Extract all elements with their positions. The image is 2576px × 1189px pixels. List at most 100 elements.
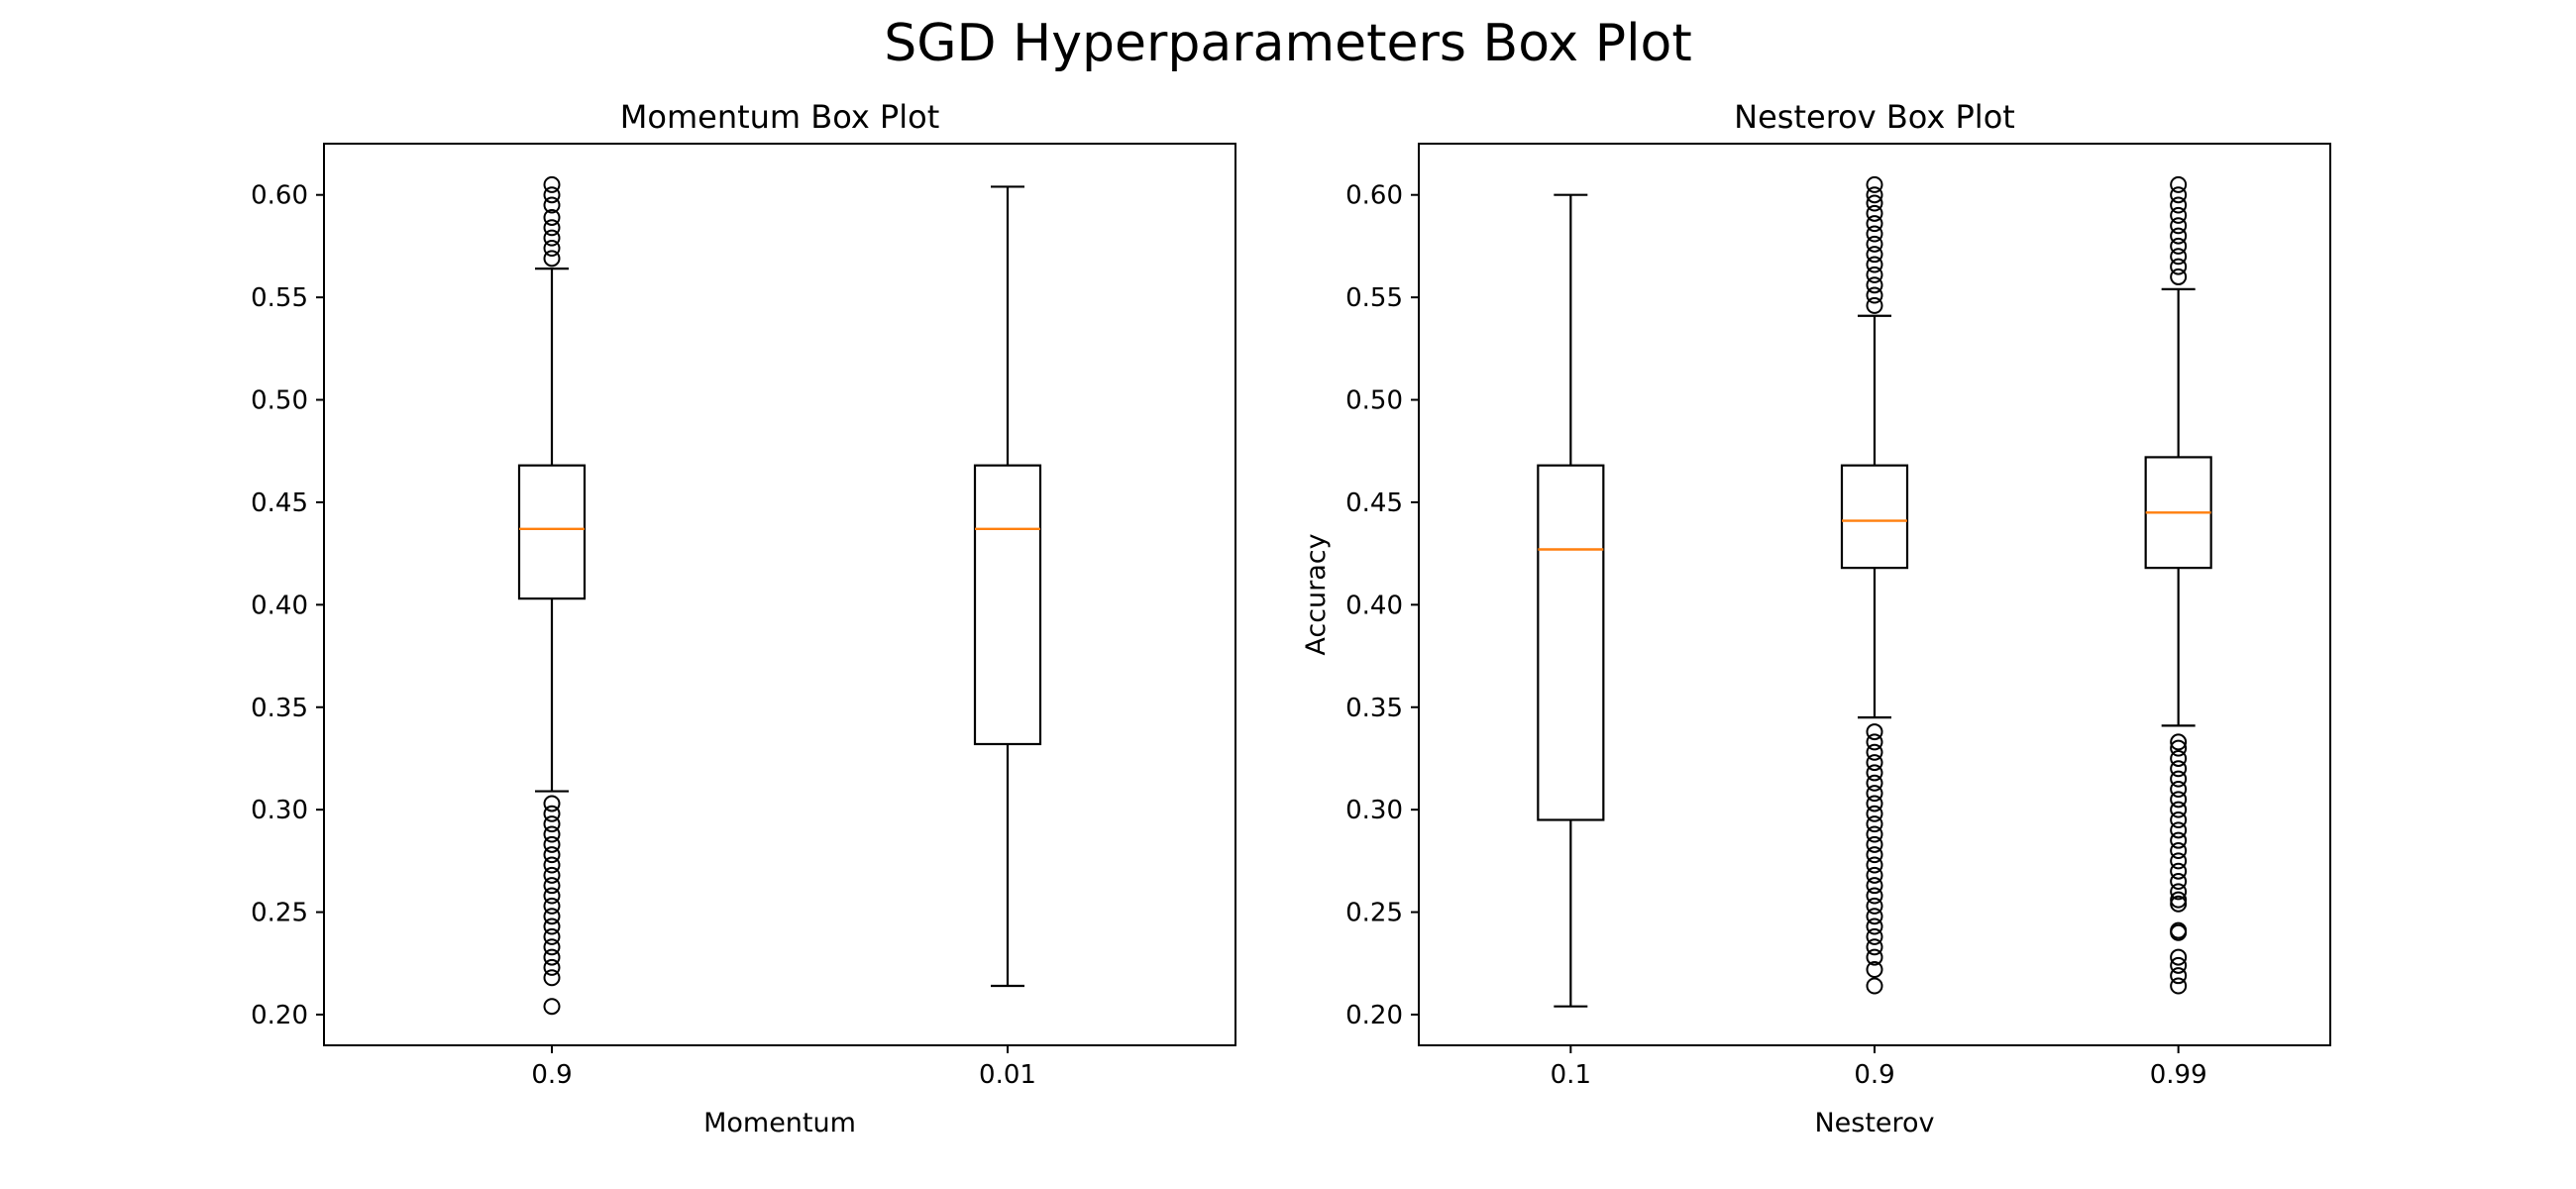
outlier-point bbox=[543, 908, 561, 925]
outlier-point bbox=[1866, 296, 1883, 314]
outlier-point bbox=[2170, 175, 2188, 193]
outlier-point bbox=[1866, 887, 1883, 905]
axes-frame bbox=[323, 143, 1236, 1046]
outlier-point bbox=[1866, 805, 1883, 822]
y-tick-label: 0.20 bbox=[251, 1001, 308, 1030]
outlier-point bbox=[2170, 227, 2188, 245]
outlier-point bbox=[2170, 948, 2188, 966]
y-tick-label: 0.20 bbox=[1345, 1001, 1403, 1030]
outlier-point bbox=[2170, 811, 2188, 828]
outlier-point bbox=[2170, 842, 2188, 860]
outlier-point bbox=[543, 948, 561, 966]
y-tick-label: 0.60 bbox=[1345, 181, 1403, 211]
outlier-point bbox=[2170, 921, 2188, 939]
outlier-point bbox=[2170, 821, 2188, 839]
box-0_01 bbox=[973, 185, 1042, 988]
y-tick-label: 0.35 bbox=[1345, 694, 1403, 723]
outlier-point bbox=[543, 938, 561, 956]
box-iqr bbox=[973, 464, 1042, 746]
outlier-point bbox=[2170, 956, 2188, 974]
outlier-point bbox=[1866, 276, 1883, 294]
outlier-point bbox=[1866, 856, 1883, 874]
subplot-2: Nesterov Box Plot 0.20 0.25 0.30 0.35 0.40 0.4… bbox=[1301, 98, 2331, 1138]
outlier-point bbox=[1866, 256, 1883, 273]
outlier-point bbox=[543, 887, 561, 905]
subplot-title: Momentum Box Plot bbox=[620, 98, 939, 136]
outlier-point bbox=[1866, 194, 1883, 212]
outlier-point bbox=[543, 208, 561, 226]
outlier-point bbox=[543, 856, 561, 874]
outlier-point bbox=[543, 825, 561, 843]
outlier-point bbox=[1866, 825, 1883, 843]
outlier-point bbox=[2170, 780, 2188, 798]
outlier-point bbox=[1866, 977, 1883, 995]
y-tick-label: 0.30 bbox=[1345, 796, 1403, 825]
outlier-point bbox=[543, 196, 561, 214]
outlier-point bbox=[2170, 977, 2188, 995]
outlier-point bbox=[543, 969, 561, 987]
x-tick-label: 0.9 bbox=[531, 1060, 572, 1090]
outlier-point bbox=[2170, 801, 2188, 818]
box-iqr bbox=[1537, 464, 1605, 821]
outlier-point bbox=[1866, 960, 1883, 978]
outlier-point bbox=[1866, 186, 1883, 204]
outlier-point bbox=[543, 250, 561, 268]
outlier-point bbox=[1866, 215, 1883, 233]
outlier-point bbox=[1866, 225, 1883, 243]
outlier-point bbox=[1866, 235, 1883, 253]
y-tick-label: 0.50 bbox=[251, 386, 308, 416]
outlier-point bbox=[1866, 908, 1883, 925]
outlier-point bbox=[1866, 835, 1883, 853]
outlier-point bbox=[2170, 196, 2188, 214]
outlier-point bbox=[2170, 206, 2188, 224]
outlier-point bbox=[2170, 749, 2188, 767]
outlier-point bbox=[543, 846, 561, 864]
outlier-point bbox=[1866, 927, 1883, 945]
y-tick-label: 0.50 bbox=[1345, 386, 1403, 416]
outlier-point bbox=[1866, 723, 1883, 741]
y-tick-label: 0.45 bbox=[1345, 488, 1403, 518]
outlier-point bbox=[543, 877, 561, 895]
outlier-point bbox=[2170, 186, 2188, 204]
outlier-point bbox=[1866, 774, 1883, 792]
outlier-point bbox=[2170, 739, 2188, 757]
outlier-point bbox=[2170, 873, 2188, 891]
box-0_9 bbox=[517, 175, 587, 1016]
subplot-1: Momentum Box Plot 0.20 0.25 0.30 0.35 0.40 0.4… bbox=[251, 98, 1236, 1138]
y-tick-label: 0.60 bbox=[251, 181, 308, 211]
y-tick-label: 0.40 bbox=[251, 591, 308, 620]
outlier-point bbox=[1866, 754, 1883, 772]
subplot-title: Nesterov Box Plot bbox=[1734, 98, 2015, 136]
outlier-point bbox=[543, 866, 561, 884]
x-axis-label: Momentum bbox=[703, 1108, 856, 1138]
outlier-point bbox=[2170, 217, 2188, 235]
y-tick-label: 0.35 bbox=[251, 694, 308, 723]
outlier-point bbox=[1866, 846, 1883, 864]
outlier-point bbox=[2170, 237, 2188, 255]
outlier-point bbox=[543, 815, 561, 833]
outlier-point bbox=[1866, 175, 1883, 193]
outlier-point bbox=[2170, 770, 2188, 788]
box-iqr bbox=[1840, 464, 1909, 570]
x-tick-label: 0.1 bbox=[1551, 1060, 1591, 1090]
outlier-point bbox=[543, 175, 561, 193]
y-tick-label: 0.25 bbox=[1345, 899, 1403, 928]
outlier-point bbox=[2170, 862, 2188, 880]
box-0_9 bbox=[1840, 175, 1909, 995]
outlier-point bbox=[1866, 246, 1883, 264]
x-tick-label: 0.99 bbox=[2150, 1060, 2207, 1090]
outlier-point bbox=[543, 239, 561, 257]
y-tick-label: 0.30 bbox=[251, 796, 308, 825]
outlier-point bbox=[543, 918, 561, 935]
outlier-point bbox=[1866, 815, 1883, 833]
outlier-point bbox=[543, 998, 561, 1016]
y-tick-label: 0.55 bbox=[1345, 283, 1403, 313]
outlier-point bbox=[1866, 866, 1883, 884]
outlier-point bbox=[2170, 760, 2188, 778]
outlier-point bbox=[543, 219, 561, 237]
outlier-point bbox=[2170, 891, 2188, 909]
outlier-point bbox=[1866, 204, 1883, 222]
outlier-point bbox=[543, 805, 561, 822]
outlier-point bbox=[543, 835, 561, 853]
